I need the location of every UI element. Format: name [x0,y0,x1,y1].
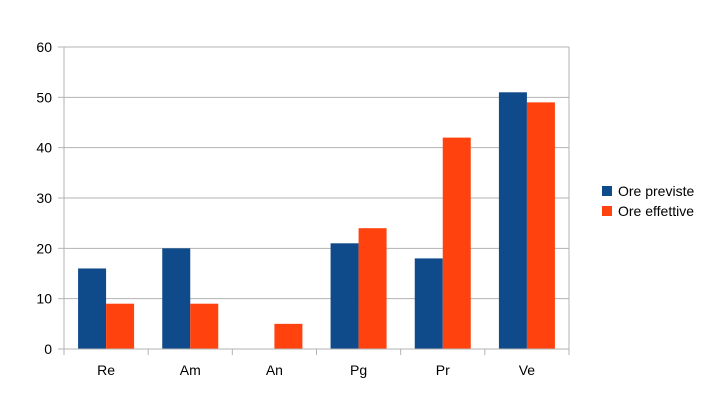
y-tick-labels: 0 10 20 30 40 50 60 [36,39,52,357]
legend-label-1: Ore effettive [618,203,694,219]
bar-pr-series-0 [414,258,443,349]
bar-ve-series-1 [526,102,555,349]
legend-swatch-1 [602,206,612,216]
bar-pg-series-0 [330,243,359,349]
bar-re-series-1 [106,303,135,349]
legend: Ore previste Ore effettive [602,183,694,219]
y-tick-label: 0 [44,341,52,357]
x-tick-label: Pg [350,362,367,378]
legend-swatch-0 [602,186,612,196]
x-tick-label: Pr [436,362,450,378]
y-tick-label: 40 [36,140,52,156]
bar-pg-series-1 [358,228,387,349]
y-tick-label: 20 [36,240,52,256]
x-tick-label: An [266,362,283,378]
bar-an-series-1 [274,323,303,349]
y-tick-label: 50 [36,89,52,105]
bars [78,92,555,350]
bar-am-series-0 [162,248,191,349]
y-tick-label: 10 [36,291,52,307]
y-tick-label: 60 [36,39,52,55]
x-tick-label: Ve [519,362,536,378]
bar-ve-series-0 [498,92,527,350]
x-tick-label: Am [180,362,201,378]
bar-re-series-0 [78,268,107,349]
y-tick-label: 30 [36,190,52,206]
x-tick-labels: Re Am An Pg Pr Ve [97,362,535,378]
legend-label-0: Ore previste [618,183,694,199]
bar-am-series-1 [190,303,219,349]
grid-lines [64,46,569,350]
bar-pr-series-1 [442,137,471,349]
axes [58,46,570,355]
x-tick-label: Re [97,362,115,378]
